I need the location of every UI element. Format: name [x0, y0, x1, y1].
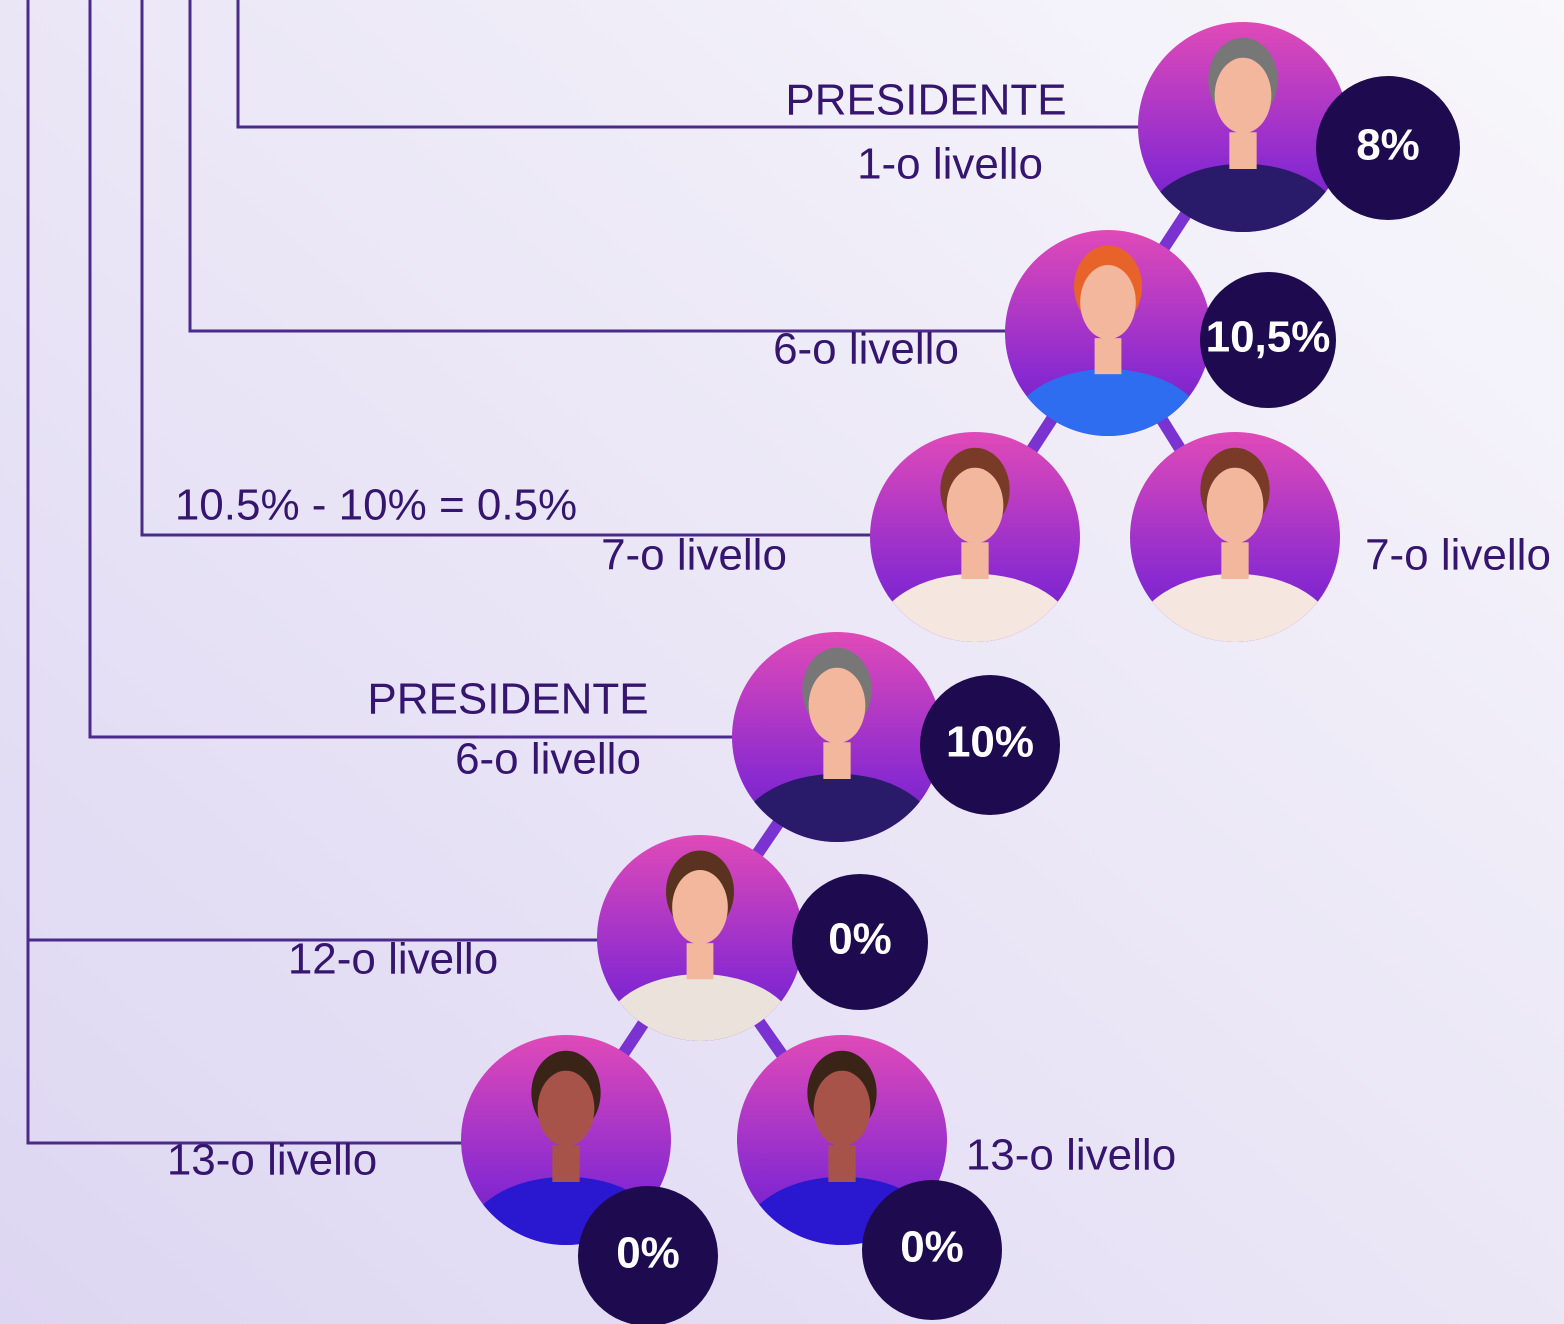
avatar-face — [814, 1071, 871, 1147]
node-level: 7-o livello — [1365, 531, 1551, 580]
node-level: 1-o livello — [857, 140, 1043, 189]
avatar-face — [672, 870, 728, 944]
percent-label: 0% — [616, 1229, 680, 1278]
node-level: 12-o livello — [288, 935, 498, 984]
percent-label: 0% — [828, 915, 892, 964]
avatar-face — [947, 468, 1004, 544]
node-level: 13-o livello — [167, 1136, 377, 1185]
avatar-face — [538, 1071, 595, 1147]
annotation: 10.5% - 10% = 0.5% — [175, 481, 577, 530]
avatar-neck — [1221, 542, 1248, 579]
node-level: 13-o livello — [966, 1131, 1176, 1180]
node-level: 6-o livello — [773, 325, 959, 374]
percent-label: 10% — [946, 718, 1034, 767]
avatar-neck — [1229, 132, 1256, 169]
avatar-face — [1207, 468, 1264, 544]
node-level: 7-o livello — [601, 531, 787, 580]
avatar-neck — [687, 943, 714, 979]
avatar-face — [1215, 58, 1272, 134]
node-level: 6-o livello — [455, 735, 641, 784]
avatar-neck — [823, 742, 850, 779]
node-title: PRESIDENTE — [785, 76, 1066, 125]
avatar-neck — [828, 1145, 855, 1182]
avatar-face — [809, 668, 866, 744]
node-title: PRESIDENTE — [367, 675, 648, 724]
percent-label: 8% — [1356, 121, 1420, 170]
diagram: PRESIDENTE 1-o livello 8% 6-o livello 10,5% 7… — [0, 0, 1564, 1324]
avatar-neck — [552, 1145, 579, 1182]
avatar-face — [1080, 265, 1136, 339]
avatar-neck — [961, 542, 988, 579]
percent-label: 10,5% — [1206, 313, 1331, 362]
percent-label: 0% — [900, 1223, 964, 1272]
avatar-neck — [1095, 338, 1122, 374]
